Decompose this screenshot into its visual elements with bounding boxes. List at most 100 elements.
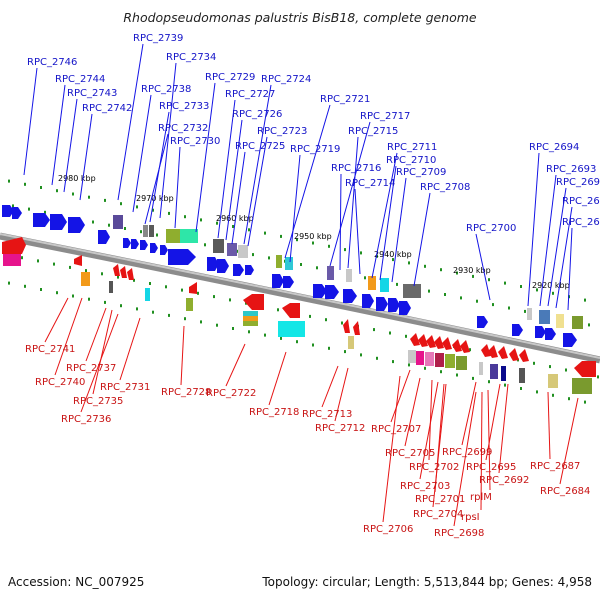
leader-line-bottom — [461, 381, 477, 446]
tick-row-bottom — [8, 281, 586, 404]
tick-mark — [364, 276, 366, 280]
gene-label-top: RPC_2700 — [466, 223, 516, 234]
gene-label-top: RPC_2742 — [82, 103, 132, 114]
gene-arrow-forward — [160, 245, 168, 255]
tick-mark — [181, 288, 183, 292]
tick-mark — [264, 231, 266, 235]
tick-mark — [165, 285, 167, 289]
gene-label-bottom: RPC_2701 — [415, 494, 465, 505]
gene-label-top: RPC_2732 — [158, 123, 208, 134]
tick-mark — [133, 278, 135, 282]
tick-mark — [533, 361, 535, 365]
tick-row-outer — [8, 179, 586, 302]
tick-mark — [24, 182, 26, 186]
gene-label-top: RPC_2709 — [396, 167, 446, 178]
gene-label-top: RPC_2738 — [141, 84, 191, 95]
gene-block — [180, 229, 198, 243]
tick-mark — [248, 228, 250, 232]
leader-line-bottom — [80, 313, 119, 413]
gene-block — [149, 225, 154, 237]
tick-label: 2980 kbp — [58, 174, 96, 183]
gene-block — [479, 362, 483, 375]
tick-mark — [341, 321, 343, 325]
tick-mark — [428, 289, 430, 293]
leader-line-bottom — [390, 369, 411, 423]
tick-mark — [40, 186, 42, 189]
gene-label-top: RPC_2729 — [205, 72, 255, 83]
top-leader-lines — [23, 43, 573, 311]
tick-mark — [104, 198, 106, 202]
leader-line-bottom — [419, 381, 439, 480]
tick-mark — [300, 263, 302, 266]
leader-line-top — [243, 84, 272, 245]
gene-label-top: RPC_2733 — [159, 101, 209, 112]
gene-arrow-reverse — [498, 346, 508, 359]
tick-mark — [72, 192, 74, 196]
tick-mark — [200, 218, 202, 222]
tick-mark — [344, 350, 346, 354]
gene-block — [113, 215, 123, 229]
tick-mark — [444, 293, 446, 296]
gene-label-bottom: RPC_2698 — [434, 528, 484, 539]
leader-line-top — [555, 206, 573, 309]
gene-block — [556, 314, 564, 328]
gene-arrow-forward — [33, 213, 50, 227]
gene-label-bottom: RPC_2712 — [315, 423, 365, 434]
tick-mark — [584, 298, 586, 302]
gene-arrow-reverse — [74, 255, 82, 266]
gene-arrow-reverse — [120, 266, 127, 278]
tick-mark — [552, 291, 554, 295]
tick-mark — [69, 265, 71, 269]
tick-mark — [117, 275, 119, 279]
gene-block — [285, 257, 293, 270]
gene-block — [186, 298, 193, 311]
leader-line-top — [51, 84, 66, 186]
gene-arrow-forward — [399, 301, 411, 315]
tick-mark — [252, 253, 254, 257]
gene-block — [416, 351, 424, 365]
tick-mark — [552, 393, 554, 397]
gene-arrow-forward — [313, 284, 327, 298]
leader-line-top — [527, 152, 540, 307]
tick-mark — [309, 314, 311, 318]
tick-mark — [248, 330, 250, 334]
leader-line-top — [217, 99, 236, 239]
gene-block — [490, 364, 498, 379]
gene-label-bottom: RPC_2704 — [413, 509, 463, 520]
gene-label-bottom: RPC_2735 — [73, 396, 123, 407]
tick-mark — [584, 400, 586, 404]
leader-line-bottom — [559, 397, 579, 485]
tick-mark — [264, 333, 266, 337]
gene-block — [548, 374, 558, 388]
gene-label-bottom: RPC_2705 — [385, 448, 435, 459]
tick-mark — [140, 230, 142, 234]
gene-label-bottom: RPC_2728 — [161, 387, 211, 398]
tick-mark — [344, 248, 346, 252]
tick-label: 2930 kbp — [453, 266, 491, 275]
tick-mark — [460, 296, 462, 300]
tick-mark — [396, 282, 398, 286]
gene-label-bottom: RPC_2707 — [371, 424, 421, 435]
gene-block — [380, 278, 389, 292]
leader-line-top — [289, 154, 301, 263]
leader-line-top — [79, 113, 93, 201]
gene-label-top: RPC_2744 — [55, 74, 105, 85]
gene-label-top: RPC_2746 — [27, 57, 77, 68]
reverse-strand-genes — [2, 237, 596, 377]
gene-arrow-forward — [2, 205, 14, 217]
gene-arrow-reverse — [519, 349, 529, 362]
tick-mark — [469, 348, 471, 352]
tick-mark — [597, 375, 599, 379]
gene-block — [238, 245, 248, 258]
gene-block — [327, 266, 334, 280]
tick-mark — [168, 313, 170, 317]
gene-arrow-reverse — [452, 339, 462, 352]
tick-mark — [520, 285, 522, 288]
leader-line-top — [371, 152, 398, 279]
gene-block — [425, 352, 434, 366]
tick-mark — [588, 323, 590, 327]
diagram-title: Rhodopseudomonas palustris BisB18, compl… — [123, 10, 477, 25]
top-gene-labels: RPC_2746 RPC_2744 RPC_2743 RPC_2742 RPC_2739… — [27, 33, 600, 234]
leader-line-bottom — [404, 377, 421, 447]
gene-label-bottom: RPC_2692 — [479, 475, 529, 486]
